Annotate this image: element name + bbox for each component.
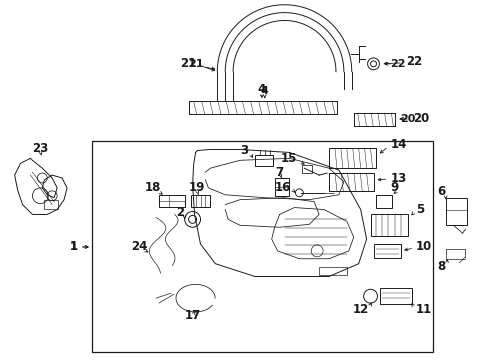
Text: 10: 10 bbox=[416, 240, 432, 253]
Text: 9: 9 bbox=[390, 181, 398, 194]
Text: 4: 4 bbox=[258, 83, 266, 96]
Text: 7: 7 bbox=[275, 166, 284, 179]
Bar bbox=[302, 165, 312, 173]
Text: 8: 8 bbox=[438, 260, 446, 273]
Text: 12: 12 bbox=[352, 303, 368, 316]
Text: 20: 20 bbox=[400, 114, 416, 124]
Text: 1: 1 bbox=[70, 240, 78, 253]
Text: 23: 23 bbox=[32, 142, 49, 155]
Text: 15: 15 bbox=[281, 152, 297, 165]
Text: 18: 18 bbox=[145, 181, 161, 194]
Text: 16: 16 bbox=[275, 181, 292, 194]
Text: 20: 20 bbox=[413, 112, 429, 125]
Text: 22: 22 bbox=[406, 55, 422, 68]
Bar bbox=[446, 198, 467, 225]
Bar bbox=[319, 267, 347, 275]
Text: 3: 3 bbox=[240, 144, 248, 157]
Text: 14: 14 bbox=[391, 138, 407, 151]
Bar bbox=[191, 195, 210, 207]
Bar bbox=[370, 215, 408, 236]
Bar bbox=[92, 141, 433, 352]
Text: 17: 17 bbox=[184, 309, 201, 322]
Bar bbox=[373, 244, 401, 258]
Text: 5: 5 bbox=[416, 203, 424, 216]
Text: 22: 22 bbox=[391, 59, 406, 69]
Bar bbox=[380, 288, 412, 304]
Text: 24: 24 bbox=[131, 240, 147, 253]
Bar bbox=[376, 195, 392, 208]
Bar bbox=[159, 195, 185, 207]
Bar bbox=[44, 200, 58, 208]
Bar bbox=[329, 148, 376, 168]
Text: 1: 1 bbox=[70, 242, 78, 252]
Text: 19: 19 bbox=[188, 181, 205, 194]
Text: 6: 6 bbox=[438, 185, 446, 198]
Text: 13: 13 bbox=[391, 171, 407, 185]
Text: 21: 21 bbox=[188, 59, 203, 69]
Text: 2: 2 bbox=[176, 206, 185, 219]
Text: 21: 21 bbox=[180, 57, 196, 70]
Text: 11: 11 bbox=[416, 303, 432, 316]
Bar bbox=[329, 173, 373, 191]
Text: 4: 4 bbox=[261, 86, 269, 96]
Bar bbox=[255, 156, 272, 166]
Bar bbox=[275, 178, 289, 196]
